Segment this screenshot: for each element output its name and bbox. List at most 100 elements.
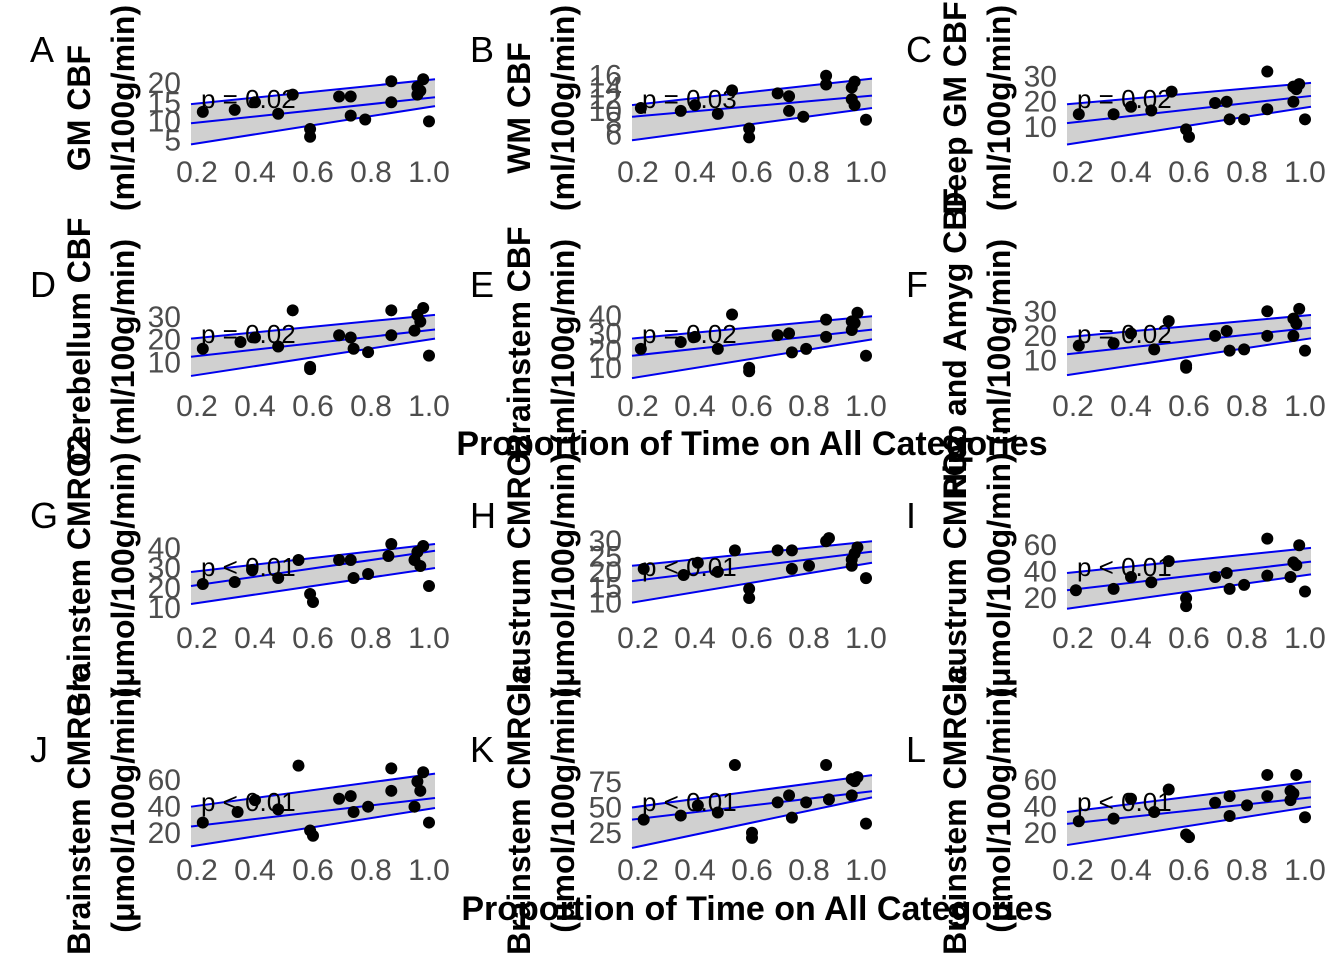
x-tick-label: 0.2 [176, 622, 218, 655]
data-point [728, 758, 741, 771]
data-point [1145, 576, 1158, 589]
data-point [771, 87, 784, 100]
ci-lower-line [190, 567, 436, 605]
data-point [196, 105, 209, 118]
data-point [1261, 569, 1274, 582]
x-tick-label: 0.4 [674, 854, 716, 887]
y-tick-label: 60 [1024, 529, 1057, 562]
y-tick-label: 25 [589, 817, 622, 850]
y-axis-label: Cerebellum CBF [61, 218, 97, 467]
data-point [196, 342, 209, 355]
data-point [689, 99, 701, 112]
data-point [1261, 532, 1274, 545]
y-tick-label: 20 [1024, 817, 1057, 850]
data-point [634, 342, 647, 355]
x-tick-label: 0.6 [1168, 622, 1210, 655]
confidence-band [191, 314, 435, 376]
x-tick-label: 0.8 [788, 622, 830, 655]
x-tick-label: 1.0 [408, 622, 450, 655]
x-tick-label: 0.4 [234, 390, 276, 423]
y-tick-label: 16 [589, 60, 622, 93]
data-point [783, 789, 796, 802]
data-point [785, 544, 798, 557]
data-point [249, 96, 261, 109]
x-tick-label: 1.0 [1284, 622, 1326, 655]
y-axis-label: Brainstem CMRGlc [937, 665, 973, 955]
panel-letter: H [470, 495, 496, 536]
data-point [362, 800, 375, 813]
data-point [1290, 559, 1303, 572]
data-point [1261, 329, 1274, 342]
data-point [1287, 329, 1300, 342]
data-point [333, 554, 346, 566]
x-tick-label: 0.6 [731, 390, 773, 423]
data-point [304, 130, 317, 143]
data-point [1287, 787, 1300, 800]
y-axis-unit-label: (ml/100g/min) [105, 239, 141, 445]
x-tick-label: 0.2 [1052, 854, 1094, 887]
data-point [1069, 584, 1082, 597]
data-point [385, 538, 398, 550]
data-point [1209, 570, 1222, 583]
data-point [362, 568, 375, 580]
data-point [1261, 305, 1274, 318]
x-tick-label: 0.2 [176, 390, 218, 423]
y-axis-label: WM CBF [501, 42, 537, 174]
x-tick-label: 0.4 [1110, 390, 1152, 423]
p-value-label: p = 0.02 [642, 319, 737, 349]
y-tick-label: 15 [589, 571, 622, 604]
panel-letter: J [30, 729, 48, 770]
x-tick-label: 0.4 [1110, 156, 1152, 189]
data-point [1293, 302, 1306, 315]
p-value-label: p = 0.03 [642, 84, 737, 114]
ci-upper-line [190, 772, 436, 808]
data-point [385, 784, 398, 797]
data-point [785, 346, 798, 359]
data-point [344, 331, 357, 344]
data-point [423, 816, 435, 829]
data-point [1107, 108, 1120, 121]
data-point [1261, 790, 1274, 803]
x-axis-title-top: Proportion of Time on All Categories [456, 425, 1047, 463]
fit-line [631, 550, 873, 583]
data-point [417, 302, 430, 315]
x-tick-label: 0.8 [1226, 390, 1268, 423]
y-tick-label: 75 [589, 766, 622, 799]
x-tick-label: 1.0 [845, 156, 887, 189]
ci-upper-line [631, 540, 873, 567]
data-point [1293, 539, 1306, 552]
data-point [1287, 95, 1300, 108]
data-point [1183, 130, 1195, 143]
panel-letter: G [30, 495, 58, 536]
data-point [344, 109, 357, 122]
y-tick-label: 50 [589, 791, 622, 824]
y-tick-label: 40 [148, 791, 181, 824]
data-point [1299, 585, 1311, 598]
x-tick-label: 0.6 [731, 622, 773, 655]
data-point [423, 349, 435, 362]
x-tick-label: 0.6 [731, 854, 773, 887]
data-point [797, 110, 810, 123]
data-point [417, 73, 430, 86]
x-tick-label: 0.6 [292, 156, 334, 189]
y-axis-unit-label: (ml/100g/min) [105, 5, 141, 211]
data-point [249, 794, 261, 807]
data-point [414, 84, 427, 97]
data-point [408, 800, 421, 813]
data-point [783, 327, 796, 340]
x-tick-label: 1.0 [1284, 390, 1326, 423]
data-point [408, 324, 421, 337]
y-axis-unit-label: (μmol/100g/min) [981, 687, 1017, 932]
y-tick-label: 8 [605, 107, 622, 140]
x-tick-label: 0.4 [234, 854, 276, 887]
data-point [743, 582, 756, 595]
data-point [1223, 344, 1236, 357]
x-tick-label: 0.8 [350, 156, 392, 189]
confidence-band [1067, 82, 1311, 145]
data-point [1209, 796, 1222, 809]
